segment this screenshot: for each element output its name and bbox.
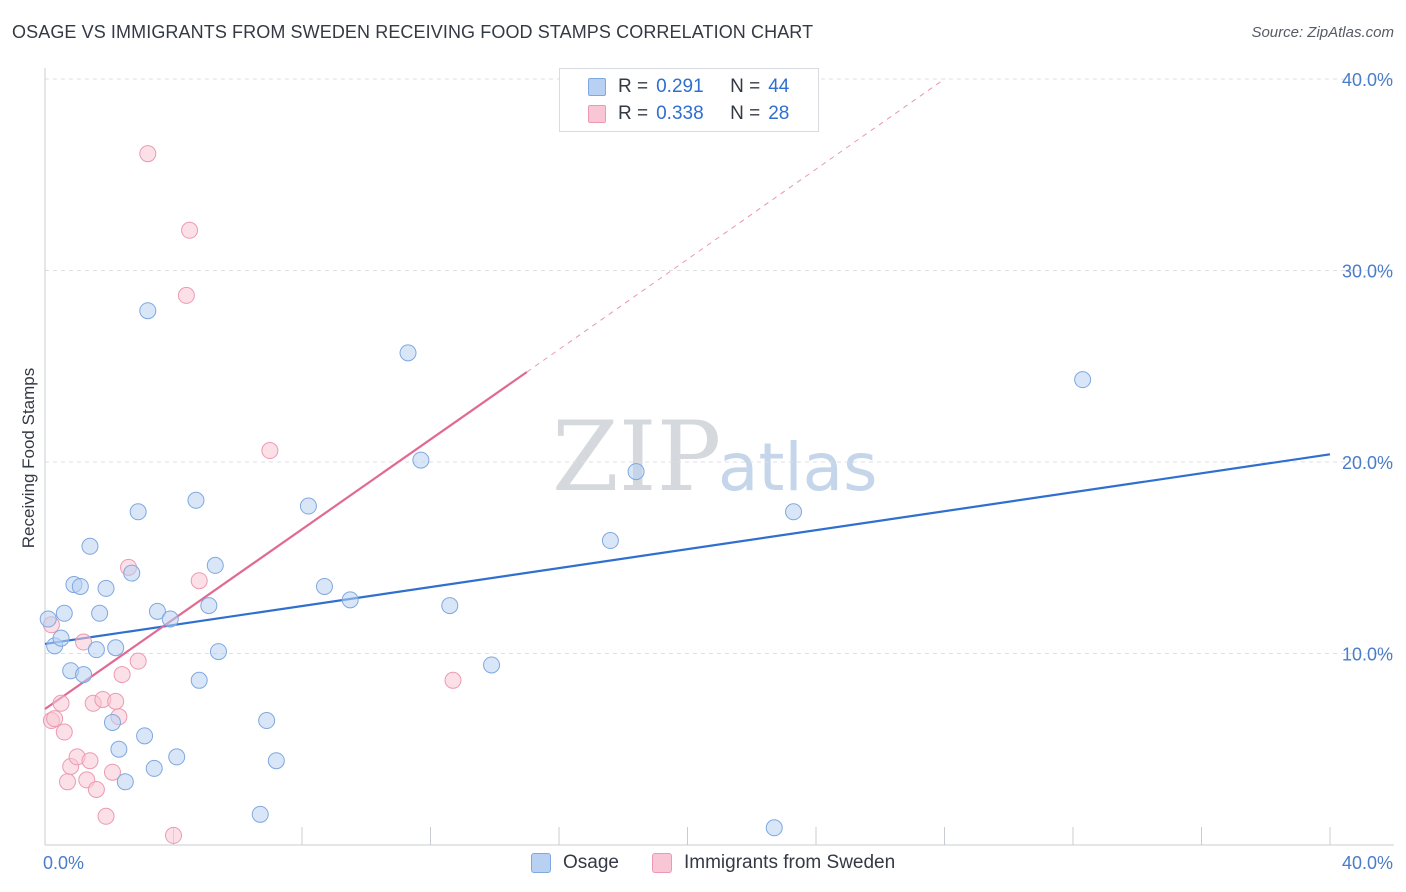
osage-point [267, 752, 285, 770]
watermark: ZIP atlas [552, 401, 878, 513]
sweden-point [81, 752, 99, 770]
osage-point [412, 451, 430, 469]
osage-point [601, 532, 619, 550]
r-value: 0.338 [656, 103, 704, 124]
osage-point [258, 712, 276, 730]
sweden-point [113, 666, 131, 684]
sweden-point [55, 723, 73, 741]
osage-swatch [531, 853, 551, 873]
osage-point [81, 537, 99, 555]
osage-point [200, 597, 218, 615]
watermark-zip: ZIP [552, 401, 721, 513]
osage-point [441, 597, 459, 615]
sweden-point [139, 145, 157, 163]
osage-point [55, 604, 73, 622]
osage-point [87, 641, 105, 659]
r-label: R = [618, 76, 649, 97]
sweden-point [58, 773, 76, 791]
x-tick-label: 40.0% [1342, 853, 1393, 873]
y-tick-label: 10.0% [1342, 645, 1393, 665]
source-label: Source: ZipAtlas.com [1251, 24, 1394, 41]
sweden-swatch [588, 105, 606, 123]
sweden-point [107, 692, 125, 710]
sweden-point [46, 710, 64, 728]
axes [44, 68, 1394, 846]
osage-point [103, 713, 121, 731]
r-value: 0.291 [656, 76, 704, 97]
watermark-atlas: atlas [718, 429, 878, 506]
osage-point [627, 463, 645, 481]
osage-point [299, 497, 317, 515]
sweden-point [103, 763, 121, 781]
osage-swatch [588, 78, 606, 96]
osage-point [71, 577, 89, 595]
osage-point [91, 604, 109, 622]
osage-point [341, 591, 359, 609]
trend-lines [44, 78, 1331, 710]
sweden-point [181, 221, 199, 239]
r-label: R = [618, 103, 649, 124]
n-label: N = [730, 76, 761, 97]
y-tick-label: 30.0% [1342, 262, 1393, 282]
sweden-swatch [652, 853, 672, 873]
sweden-point [177, 286, 195, 304]
osage-point [123, 564, 141, 582]
y-axis-label: Receiving Food Stamps [19, 368, 38, 548]
sweden-point [129, 652, 147, 670]
osage-point [206, 556, 224, 574]
correlation-legend: R = 0.291 N = 44 R = 0.338 N = 28 [559, 68, 819, 132]
series-legend: Osage Immigrants from Sweden [0, 852, 1406, 878]
legend-row-sweden: R = 0.338 N = 28 [588, 102, 789, 126]
legend-label: Osage [563, 852, 619, 873]
sweden-point [165, 826, 182, 844]
osage-point [190, 671, 208, 689]
osage-point [97, 579, 115, 597]
sweden-point [75, 633, 93, 651]
sweden-point [444, 671, 462, 689]
n-label: N = [730, 103, 761, 124]
n-value: 44 [768, 76, 790, 97]
osage-point [251, 805, 269, 823]
osage-point [75, 666, 93, 684]
y-tick-label: 20.0% [1342, 453, 1393, 473]
sweden-point [52, 694, 70, 712]
osage-point [785, 503, 803, 521]
osage-point [116, 773, 134, 791]
sweden-point [190, 572, 208, 590]
osage-trend-line [44, 453, 1331, 646]
chart-title: OSAGE VS IMMIGRANTS FROM SWEDEN RECEIVIN… [12, 22, 814, 42]
osage-point [765, 819, 783, 837]
sweden-point [87, 780, 105, 798]
osage-point [187, 491, 205, 509]
sweden-trend-line [44, 371, 528, 710]
osage-point [129, 503, 147, 521]
tick-labels: 10.0% 20.0% 30.0% 40.0% 0.0% 40.0% [43, 70, 1393, 873]
legend-label: Immigrants from Sweden [684, 852, 896, 873]
osage-point [148, 602, 166, 620]
osage-point [168, 748, 186, 766]
n-value: 28 [768, 103, 790, 124]
sweden-point [261, 442, 279, 460]
x-tick-label: 0.0% [43, 853, 84, 873]
sweden-point [97, 807, 115, 825]
osage-point [110, 740, 128, 758]
osage-point [39, 610, 57, 628]
osage-point [107, 639, 125, 657]
osage-point [145, 759, 163, 777]
y-tick-label: 40.0% [1342, 70, 1393, 90]
osage-point [315, 577, 333, 595]
legend-row-osage: R = 0.291 N = 44 [588, 75, 789, 99]
osage-point [483, 656, 501, 674]
osage-point [399, 344, 417, 362]
osage-point [136, 727, 154, 745]
osage-point [209, 643, 227, 661]
data-points [39, 145, 1092, 844]
osage-point [139, 302, 157, 320]
osage-point [161, 610, 179, 628]
osage-point [52, 629, 70, 647]
osage-point [1074, 371, 1092, 389]
legend-item-sweden: Immigrants from Sweden [652, 852, 895, 874]
legend-item-osage: Osage [531, 852, 619, 874]
